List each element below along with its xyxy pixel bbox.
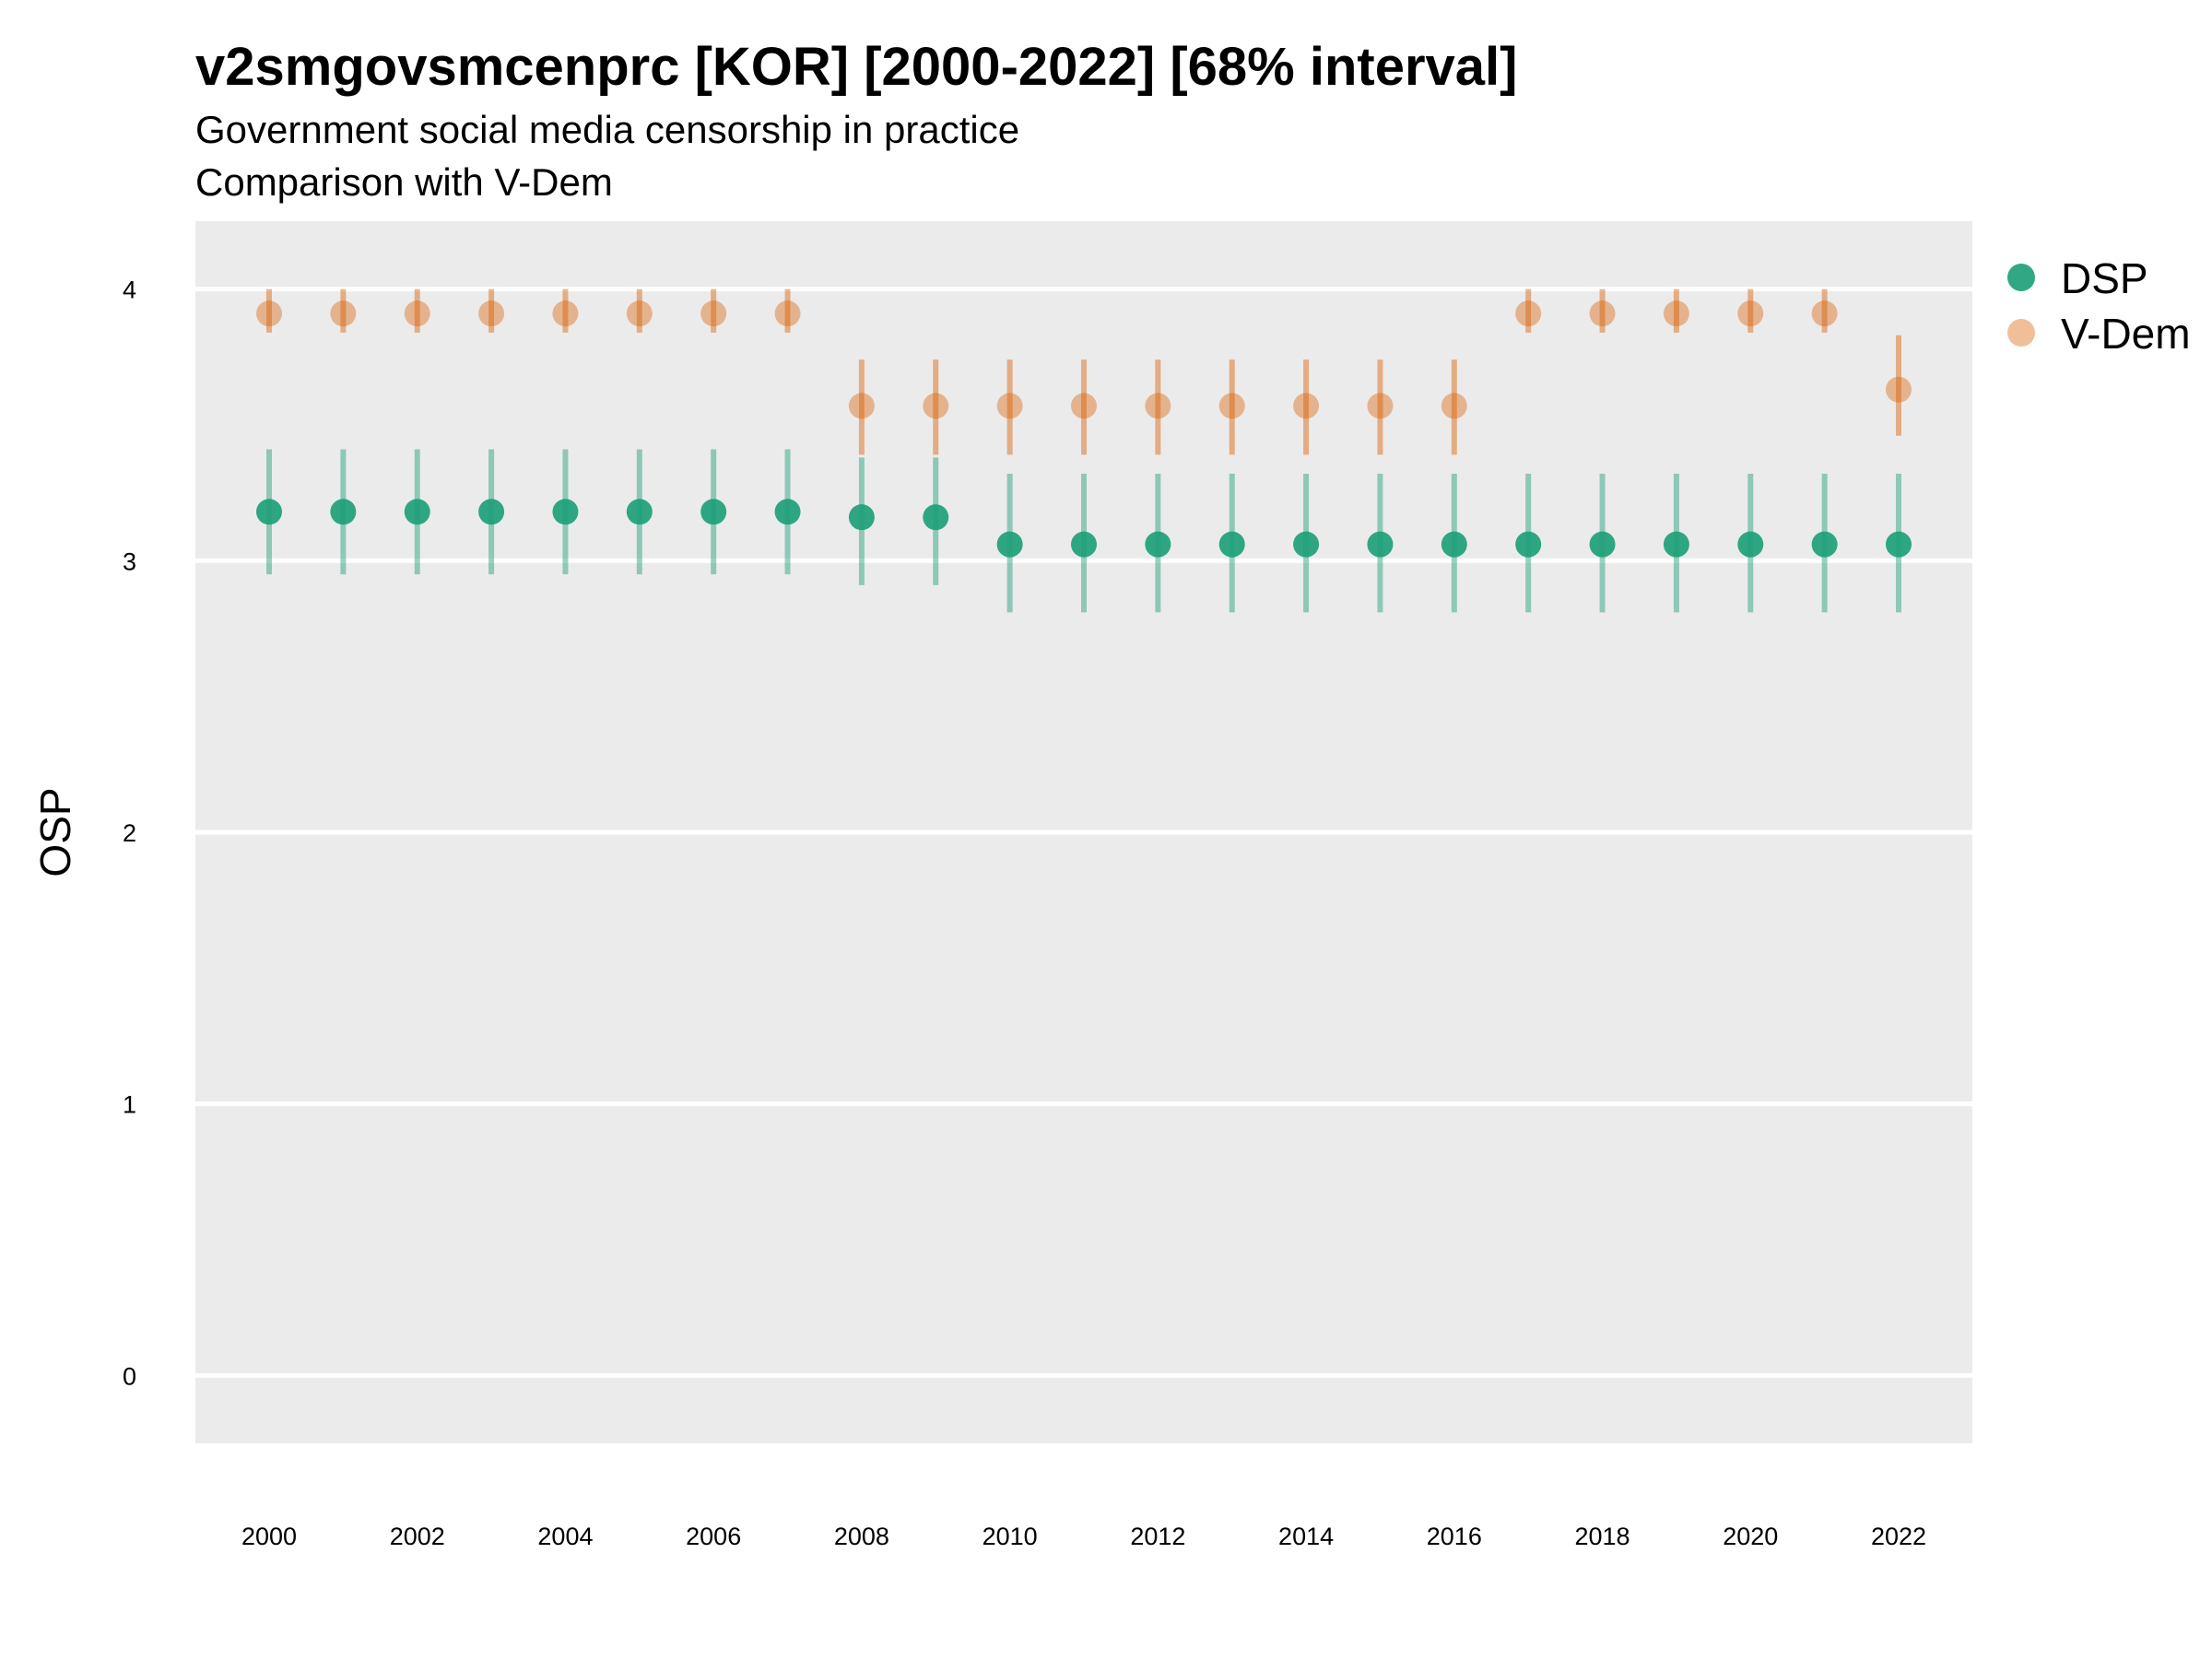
data-point-dsp (478, 499, 505, 525)
y-tick-label: 1 (123, 1091, 136, 1119)
data-point-vdem (626, 300, 653, 327)
data-point-dsp (1663, 531, 1689, 558)
legend: DSP V-Dem (2007, 254, 2191, 358)
data-point-dsp (1071, 531, 1097, 558)
data-point-vdem (774, 300, 801, 327)
y-axis-label: OSP (31, 787, 79, 877)
data-point-vdem (923, 393, 949, 419)
y-tick-label: 4 (123, 276, 136, 304)
chart-subtitle-comparison: Comparison with V-Dem (195, 160, 613, 204)
legend-marker-vdem (2007, 319, 2035, 347)
data-point-vdem (404, 300, 430, 327)
legend-label-vdem: V-Dem (2061, 310, 2191, 358)
data-point-dsp (1515, 531, 1542, 558)
series-dsp (256, 449, 1912, 613)
data-point-dsp (923, 504, 949, 531)
data-point-dsp (1218, 531, 1245, 558)
data-point-dsp (552, 499, 579, 525)
x-tick-label: 2020 (1723, 1523, 1778, 1550)
data-point-dsp (256, 499, 282, 525)
data-point-dsp (700, 499, 727, 525)
data-point-vdem (478, 300, 505, 327)
data-point-vdem (1737, 300, 1764, 327)
x-tick-label: 2016 (1427, 1523, 1482, 1550)
x-tick-label: 2012 (1130, 1523, 1185, 1550)
x-tick-label: 2004 (537, 1523, 593, 1550)
data-point-vdem (1367, 393, 1394, 419)
data-point-vdem (1441, 393, 1467, 419)
data-series (256, 288, 1912, 613)
x-tick-label: 2006 (686, 1523, 741, 1550)
data-point-vdem (996, 393, 1023, 419)
data-point-dsp (1441, 531, 1467, 558)
y-tick-label: 3 (123, 547, 136, 575)
data-point-vdem (1145, 393, 1171, 419)
data-point-vdem (552, 300, 579, 327)
data-point-vdem (1886, 376, 1912, 403)
data-point-vdem (256, 300, 282, 327)
legend-marker-dsp (2007, 264, 2035, 291)
data-point-vdem (1589, 300, 1616, 327)
x-tick-label: 2010 (982, 1523, 1038, 1550)
data-point-dsp (774, 499, 801, 525)
series-vdem (256, 288, 1912, 455)
data-point-vdem (848, 393, 875, 419)
data-point-vdem (1811, 300, 1838, 327)
data-point-vdem (330, 300, 357, 327)
data-point-dsp (1737, 531, 1764, 558)
data-point-dsp (404, 499, 430, 525)
data-point-vdem (1515, 300, 1542, 327)
data-point-vdem (700, 300, 727, 327)
chart-title: v2smgovsmcenprc [KOR] [2000-2022] [68% i… (195, 37, 1517, 97)
data-point-dsp (1811, 531, 1838, 558)
data-point-dsp (1589, 531, 1616, 558)
x-tick-label: 2000 (241, 1523, 297, 1550)
x-tick-label: 2018 (1575, 1523, 1630, 1550)
chart-subtitle: Government social media censorship in pr… (195, 108, 1019, 151)
gridlines (195, 287, 1972, 1378)
x-tick-label: 2022 (1871, 1523, 1926, 1550)
data-point-vdem (1071, 393, 1097, 419)
data-point-dsp (1293, 531, 1320, 558)
data-point-dsp (996, 531, 1023, 558)
x-tick-label: 2008 (834, 1523, 889, 1550)
data-point-dsp (626, 499, 653, 525)
x-axis-ticks: 2000 2002 2004 2006 2008 2010 2012 2014 2016 2018… (241, 1523, 1926, 1550)
data-point-vdem (1218, 393, 1245, 419)
data-point-dsp (1145, 531, 1171, 558)
x-tick-label: 2002 (390, 1523, 445, 1550)
data-point-vdem (1293, 393, 1320, 419)
data-point-dsp (330, 499, 357, 525)
y-tick-label: 0 (123, 1362, 136, 1390)
y-tick-label: 2 (123, 819, 136, 847)
y-axis-ticks: 0 1 2 3 4 (123, 276, 136, 1391)
data-point-dsp (848, 504, 875, 531)
data-point-dsp (1886, 531, 1912, 558)
data-point-vdem (1663, 300, 1689, 327)
x-tick-label: 2014 (1278, 1523, 1334, 1550)
data-point-dsp (1367, 531, 1394, 558)
legend-label-dsp: DSP (2061, 254, 2148, 302)
